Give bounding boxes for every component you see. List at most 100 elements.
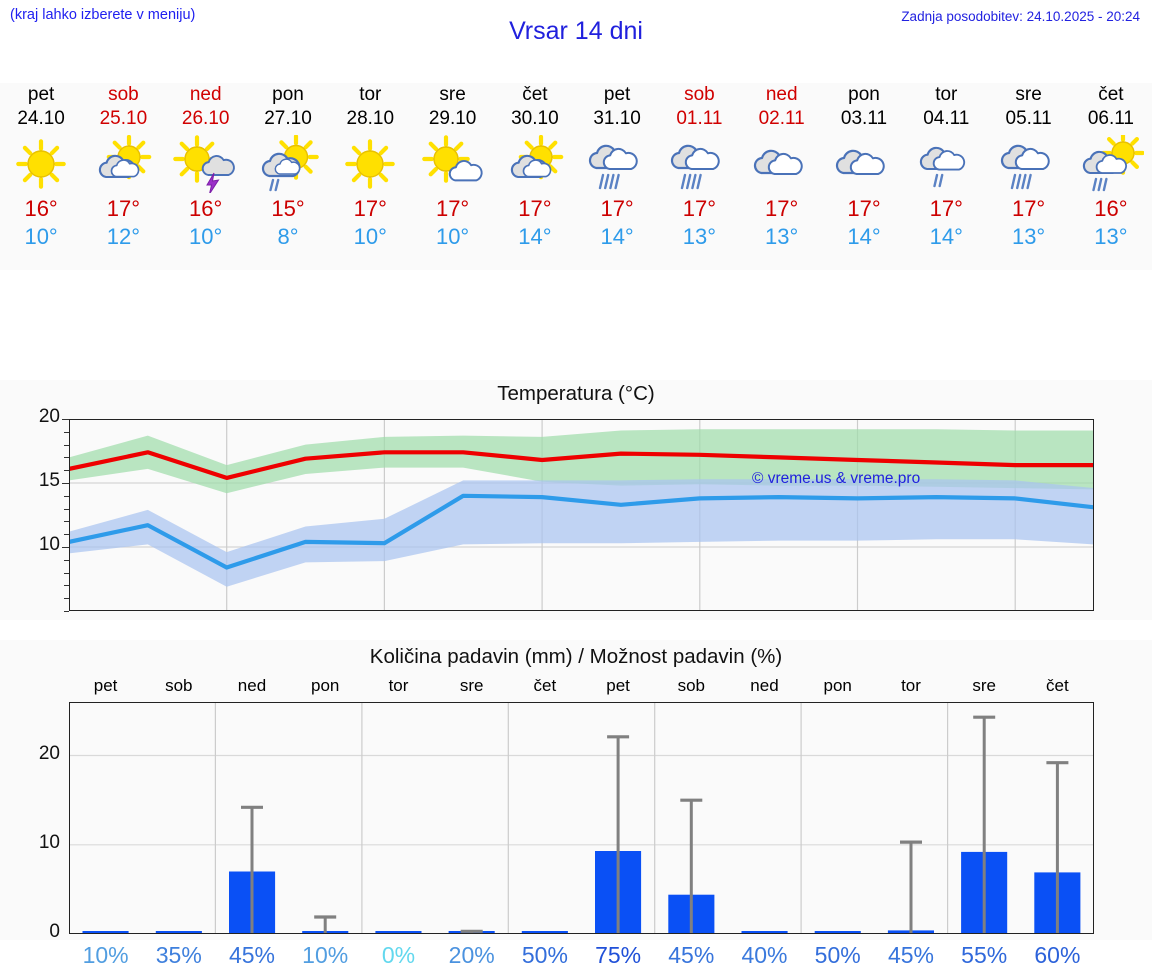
precipitation-probability: 45% [668, 942, 715, 968]
watermark: © vreme.us & vreme.pro [752, 470, 921, 487]
day-column[interactable]: pon 27.10 15° 8° [249, 83, 327, 251]
precip-day-label: sre [459, 676, 484, 695]
precip-y-axis-label: 0 [49, 921, 60, 942]
cloud-drizzle-icon [907, 133, 985, 195]
day-column[interactable]: sre 29.10 17° 10° [414, 83, 492, 251]
day-of-week: sre [439, 84, 466, 105]
precipitation-probability: 40% [741, 942, 788, 968]
y-axis-tick [62, 419, 69, 420]
day-of-week: pon [272, 84, 304, 105]
y-axis-tick [64, 470, 69, 472]
precip-day-label: čet [533, 676, 557, 695]
day-of-week: ned [189, 84, 222, 105]
day-column[interactable]: ned 26.10 16° 10° [167, 83, 245, 251]
precip-day-label: sob [165, 676, 193, 695]
precipitation-probability: 0% [381, 942, 416, 968]
day-column[interactable]: tor 28.10 17° 10° [331, 83, 409, 251]
precipitation-chart-panel: Količina padavin (mm) / Možnost padavin … [0, 640, 1152, 968]
day-date: 24.10 [17, 108, 65, 129]
temp-max: 17° [1011, 196, 1046, 221]
precip-day-label: pon [311, 676, 340, 695]
day-date: 06.11 [1087, 108, 1134, 129]
day-of-week: čet [1098, 84, 1124, 105]
precip-y-axis-label: 10 [38, 831, 60, 853]
temp-max: 16° [189, 196, 223, 221]
temp-max: 16° [24, 196, 58, 221]
precipitation-probability: 60% [1034, 942, 1081, 968]
precipitation-probability: 45% [887, 942, 934, 968]
temp-max: 17° [765, 196, 799, 221]
day-of-week: tor [359, 84, 382, 105]
precip-day-label: tor [388, 676, 409, 695]
temp-max: 17° [353, 196, 387, 221]
day-column[interactable]: čet 06.11 16° 13° [1072, 83, 1150, 251]
day-date: 25.10 [99, 108, 148, 129]
precip-day-label: pet [93, 676, 118, 695]
y-axis-tick [64, 508, 69, 510]
day-column[interactable]: sre 05.11 17° 13° [990, 83, 1068, 251]
page-title: Vrsar 14 dni [509, 17, 643, 45]
day-column[interactable]: sob 01.11 17° 13° [660, 83, 738, 251]
menu-hint[interactable]: (kraj lahko izberete v meniju) [10, 7, 196, 23]
y-axis-tick [62, 483, 69, 484]
precipitation-probability: 20% [448, 942, 495, 968]
temp-min: 13° [765, 224, 799, 249]
cloudy-icon [743, 133, 821, 195]
temp-min: 14° [847, 224, 881, 249]
temp-min: 13° [1011, 224, 1046, 249]
precip-day-label: ned [237, 676, 267, 695]
daily-forecast-strip: pet 24.10 16° 10° sob 25.10 17° 12° ned 26.10 16… [0, 83, 1152, 270]
y-axis-tick [64, 572, 69, 574]
precip-day-label: ned [750, 676, 779, 695]
day-of-week: sob [684, 84, 715, 105]
precip-day-label: sob [677, 676, 705, 695]
temperature-chart-svg [70, 420, 1093, 610]
day-date: 02.11 [758, 108, 805, 129]
day-date: 27.10 [264, 108, 312, 129]
sun-cloud-drizzle-icon [249, 133, 327, 195]
temperature-chart-panel: Temperatura (°C) 10 15 20 © vreme.us & vre… [0, 380, 1152, 620]
temp-min: 13° [1094, 224, 1128, 249]
sun-rain-icon [1072, 133, 1150, 195]
precipitation-chart-svg [70, 703, 1093, 933]
y-axis-tick [64, 431, 69, 433]
temp-min: 8° [277, 224, 299, 249]
precipitation-probability: 75% [595, 942, 642, 968]
day-column[interactable]: čet 30.10 17° 14° [496, 83, 574, 251]
precipitation-probability: 35% [155, 942, 202, 968]
temp-min: 14° [929, 224, 963, 249]
precipitation-chart-title: Količina padavin (mm) / Možnost padavin … [369, 645, 783, 668]
temp-max: 16° [1094, 196, 1128, 221]
temp-min: 14° [600, 224, 634, 249]
day-date: 28.10 [346, 108, 395, 129]
y-axis-tick [64, 534, 69, 536]
day-column[interactable]: pon 03.11 17° 14° [825, 83, 903, 251]
day-column[interactable]: ned 02.11 17° 13° [743, 83, 821, 251]
day-column[interactable]: tor 04.11 17° 14° [907, 83, 985, 251]
day-of-week: pet [603, 84, 631, 105]
day-column[interactable]: pet 24.10 16° 10° [2, 83, 80, 251]
temp-min: 12° [106, 224, 141, 249]
precipitation-probability: 55% [961, 942, 1008, 968]
temp-max: 17° [847, 196, 881, 221]
day-of-week: sob [108, 84, 139, 105]
precipitation-probability: 50% [814, 942, 861, 968]
day-date: 26.10 [181, 108, 230, 129]
partly-cloudy-icon [496, 133, 574, 195]
sun-thunder-icon [167, 133, 245, 195]
day-of-week: ned [765, 84, 798, 105]
day-column[interactable]: pet 31.10 17° 14° [578, 83, 656, 251]
precipitation-probability: 10% [82, 942, 129, 968]
day-of-week: pon [848, 84, 880, 105]
y-axis-tick [64, 585, 69, 587]
y-axis-tick [64, 598, 69, 600]
temp-min: 10° [189, 224, 223, 249]
y-axis-tick [64, 495, 69, 497]
precip-day-label: pon [823, 676, 852, 695]
precip-day-label: tor [901, 676, 921, 695]
precipitation-probability: 50% [521, 942, 568, 968]
y-axis-label: 20 [38, 406, 60, 427]
temp-max: 17° [518, 196, 552, 221]
day-column[interactable]: sob 25.10 17° 12° [84, 83, 162, 251]
